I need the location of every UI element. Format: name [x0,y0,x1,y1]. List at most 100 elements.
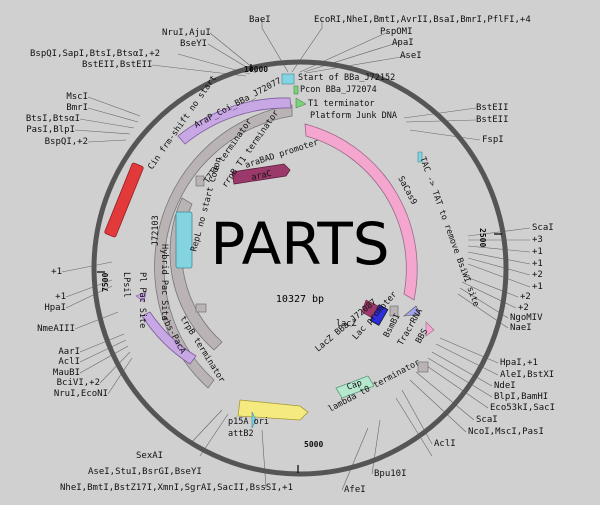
sacas9-feature[interactable] [304,123,418,301]
site-label[interactable]: +3 [532,235,543,245]
feature-label: LPsil [121,272,131,298]
site-label[interactable]: NaeI [510,323,532,333]
site-label[interactable]: BmrI [66,103,88,113]
site-label[interactable]: ScaI [476,415,498,425]
bsmbi-marker[interactable] [389,305,399,317]
t7te-terminator-marker[interactable] [195,175,205,187]
tick-label-7500: 7500 [101,273,110,292]
tac-marker[interactable] [417,151,423,163]
site-label[interactable]: NmeAIII [37,324,75,334]
site-label[interactable]: +1 [532,259,543,269]
arap-feature[interactable] [177,97,292,145]
site-label[interactable]: FspI [482,135,504,145]
feature-label: Pcon BBa_J72074 [300,85,377,95]
feature-label: Start of BBa_J72152 [298,73,395,83]
start-marker[interactable] [281,73,295,85]
site-label[interactable]: PasI,BlpI [26,125,75,135]
site-label[interactable]: ApaI [392,38,414,48]
tick-label-5000: 5000 [304,440,323,449]
t1-terminator-marker[interactable] [295,97,307,109]
tick-marks [97,64,502,473]
site-label[interactable]: AfeI [344,485,366,495]
tick-label-10000: 10000 [244,65,268,74]
site-label[interactable]: BspQI,SapI,BtsI,BtsαI,+2 [30,49,160,59]
site-label[interactable]: AseI [400,51,422,61]
site-label[interactable]: BstEII [476,103,509,113]
feature-label: lacZ [336,319,356,329]
site-label[interactable]: AseI,StuI,BsrGI,BseYI [88,467,202,477]
site-label[interactable]: NruI,AjuI [162,28,211,38]
site-label[interactable]: MscI [66,92,88,102]
site-label[interactable]: BstEII [476,115,509,125]
site-label[interactable]: NruI,EcoNI [54,389,108,399]
site-label[interactable]: NdeI [494,381,516,391]
left-sites: MscI BmrI BtsI,BtsαI PasI,BlpI BspQI,+2 … [26,92,108,399]
feature-label: T1 terminator [308,99,375,109]
feature-label: araC [251,169,273,183]
j72103-feature[interactable] [154,104,293,389]
right-sites: BstEII BstEII FspI ScaI +3 +1 +1 +2 +1 +… [344,103,555,495]
cap-feature[interactable] [335,375,375,399]
trpb-terminator-marker[interactable] [195,303,207,313]
top-sites: BaeI EcoRI,NheI,BmtI,AvrII,BsaI,BmrI,Pfl… [30,15,531,70]
p15a-ori-feature[interactable] [237,399,309,421]
site-label[interactable]: HpaI,+1 [500,358,538,368]
feature-label: p15A ori [228,417,269,427]
site-label[interactable]: NgoMIV [510,313,543,323]
site-label[interactable]: +1 [51,267,62,277]
site-label[interactable]: AclI [434,439,456,449]
site-label[interactable]: AclI [58,357,80,367]
lambda-t0-marker[interactable] [417,361,429,373]
lac-promoter-feature[interactable] [403,305,421,317]
leader-lines [61,20,531,491]
center-title: PARTS [210,210,389,278]
site-label[interactable]: BciVI,+2 [57,378,100,388]
site-label[interactable]: +2 [520,292,531,302]
attb2-marker[interactable] [251,411,257,429]
lpsil-marker[interactable] [135,291,147,303]
site-label[interactable]: +2 [532,270,543,280]
site-label[interactable]: AleI,BstXI [500,370,554,380]
site-label[interactable]: NheI,BmtI,BstZ17I,XmnI,SgrAI,SacII,BssSI… [60,483,293,493]
lacz-start-feature[interactable] [361,299,379,319]
feature-label: Hybrid Pac Site [159,244,169,321]
site-label[interactable]: BlpI,BamHI [494,392,548,402]
site-label[interactable]: +2 [518,303,529,313]
feature-label: Platform Junk DNA [310,111,397,121]
site-label[interactable]: BtsI,BtsαI [26,114,80,124]
site-label[interactable]: BaeI [249,15,271,25]
feature-label: attB2 [228,429,254,439]
cin-feature[interactable] [104,162,144,238]
site-label[interactable]: AarI [58,347,80,357]
site-label[interactable]: +1 [532,247,543,257]
feature-label: J72103 [151,215,161,246]
site-label[interactable]: BstEII,BstEII [82,60,152,70]
plasmid-backbone [91,59,509,477]
pcon-marker[interactable] [293,85,299,95]
bottom-sites: SexAI AseI,StuI,BsrGI,BseYI NheI,BmtI,Bs… [60,451,293,493]
arac-feature[interactable] [231,163,291,185]
site-label[interactable]: +1 [532,282,543,292]
site-label[interactable]: HpaI [44,303,66,313]
feature-label: Pl Pac Site [137,272,147,328]
site-label[interactable]: PspOMI [380,27,413,37]
site-label[interactable]: ScaI [532,223,554,233]
site-label[interactable]: MauBI [53,368,80,378]
site-label[interactable]: Bpu10I [374,469,407,479]
tick-label-2500: 2500 [478,228,487,247]
site-label[interactable]: NcoI,MscI,PasI [468,427,544,437]
feature-label: TAC -> TAT to remove BsiWI site [417,156,481,308]
plasmid-size: 10327 bp [276,294,324,305]
bbs-marker[interactable] [425,321,435,337]
site-label[interactable]: BspQI,+2 [45,137,88,147]
feature-label: Cap [346,378,364,393]
site-label[interactable]: Eco53kI,SacI [490,403,555,413]
site-label[interactable]: BseYI [180,39,207,49]
repl-feature[interactable] [175,211,193,269]
site-label[interactable]: SexAI [136,451,163,461]
site-label[interactable]: EcoRI,NheI,BmtI,AvrII,BsaI,BmrI,PflFI,+4 [314,15,531,25]
site-label[interactable]: +1 [55,292,66,302]
rbs-paca-feature[interactable] [141,311,197,365]
